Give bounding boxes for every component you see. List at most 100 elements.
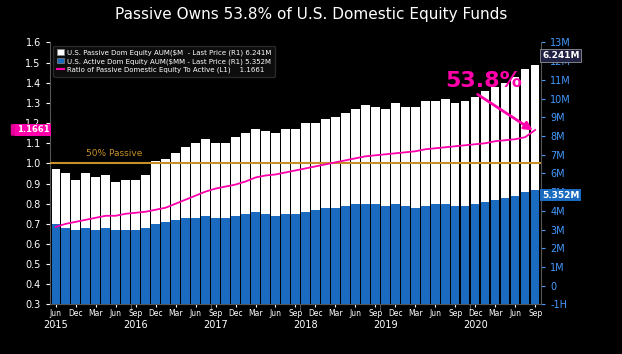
Bar xyxy=(441,204,450,354)
Bar xyxy=(351,204,360,354)
Bar xyxy=(161,222,170,354)
Bar xyxy=(411,208,420,354)
Bar xyxy=(401,206,409,354)
Bar xyxy=(111,230,120,354)
Bar xyxy=(281,214,290,354)
Bar xyxy=(361,105,369,354)
Text: 5.352M: 5.352M xyxy=(542,191,580,200)
Bar xyxy=(421,206,430,354)
Bar xyxy=(491,200,499,354)
Bar xyxy=(381,109,389,354)
Text: 2015: 2015 xyxy=(44,320,68,330)
Bar xyxy=(241,214,250,354)
Bar xyxy=(341,113,350,354)
Bar xyxy=(261,131,270,354)
Bar xyxy=(301,212,310,354)
Bar xyxy=(141,228,150,354)
Bar xyxy=(521,69,529,354)
Bar xyxy=(111,182,120,354)
Bar xyxy=(192,218,200,354)
Bar xyxy=(421,101,430,354)
Bar xyxy=(331,208,340,354)
Bar xyxy=(521,192,529,354)
Bar xyxy=(311,123,320,354)
Bar xyxy=(52,224,60,354)
Bar xyxy=(481,91,490,354)
Bar xyxy=(52,170,60,354)
Bar xyxy=(81,173,90,354)
Bar xyxy=(401,107,409,354)
Bar xyxy=(91,230,100,354)
Bar xyxy=(101,176,110,354)
Bar xyxy=(481,202,490,354)
Bar xyxy=(211,218,220,354)
Bar xyxy=(431,101,440,354)
Bar xyxy=(411,107,420,354)
Bar xyxy=(391,204,399,354)
Text: 2019: 2019 xyxy=(373,320,397,330)
Bar xyxy=(192,143,200,354)
Bar xyxy=(182,218,190,354)
Bar xyxy=(231,216,239,354)
Bar xyxy=(501,198,509,354)
Bar xyxy=(311,210,320,354)
Bar xyxy=(331,117,340,354)
Bar xyxy=(531,65,539,354)
Bar xyxy=(291,214,300,354)
Bar xyxy=(511,196,519,354)
Bar xyxy=(251,129,260,354)
Bar xyxy=(81,228,90,354)
Bar xyxy=(531,190,539,354)
Bar xyxy=(361,204,369,354)
Bar xyxy=(511,77,519,354)
Text: 2018: 2018 xyxy=(293,320,318,330)
Bar xyxy=(131,230,140,354)
Bar xyxy=(91,177,100,354)
Bar xyxy=(151,224,160,354)
Bar xyxy=(251,212,260,354)
Text: Passive Owns 53.8% of U.S. Domestic Equity Funds: Passive Owns 53.8% of U.S. Domestic Equi… xyxy=(115,7,507,22)
Bar xyxy=(291,129,300,354)
Bar xyxy=(381,206,389,354)
Bar xyxy=(461,206,470,354)
Bar xyxy=(271,216,280,354)
Bar xyxy=(321,208,330,354)
Bar xyxy=(281,129,290,354)
Text: 50% Passive: 50% Passive xyxy=(86,149,142,158)
Bar xyxy=(391,103,399,354)
Bar xyxy=(471,97,480,354)
Bar xyxy=(72,179,80,354)
Bar xyxy=(231,137,239,354)
Bar xyxy=(441,99,450,354)
Bar xyxy=(351,109,360,354)
Bar xyxy=(451,103,460,354)
Bar xyxy=(341,206,350,354)
Bar xyxy=(182,147,190,354)
Bar xyxy=(101,228,110,354)
Legend: U.S. Passive Dom Equity AUM($M  - Last Price (R1) 6.241M, U.S. Active Dom Equity: U.S. Passive Dom Equity AUM($M - Last Pr… xyxy=(53,46,275,77)
Text: 2017: 2017 xyxy=(203,320,228,330)
Bar xyxy=(131,179,140,354)
Bar xyxy=(451,206,460,354)
Text: 2016: 2016 xyxy=(123,320,148,330)
Bar xyxy=(202,216,210,354)
Bar xyxy=(221,143,230,354)
Text: 1.1661: 1.1661 xyxy=(17,125,49,135)
Bar xyxy=(471,204,480,354)
Bar xyxy=(62,228,70,354)
Bar xyxy=(371,204,379,354)
Text: 53.8%: 53.8% xyxy=(445,71,522,91)
Bar xyxy=(271,133,280,354)
Bar xyxy=(261,214,270,354)
Bar xyxy=(171,153,180,354)
Bar xyxy=(161,159,170,354)
Bar xyxy=(171,220,180,354)
Bar xyxy=(491,87,499,354)
Bar xyxy=(241,133,250,354)
Bar xyxy=(121,179,130,354)
Bar xyxy=(301,123,310,354)
Bar xyxy=(62,173,70,354)
Bar xyxy=(202,139,210,354)
Bar xyxy=(371,107,379,354)
Text: 6.241M: 6.241M xyxy=(542,51,580,60)
